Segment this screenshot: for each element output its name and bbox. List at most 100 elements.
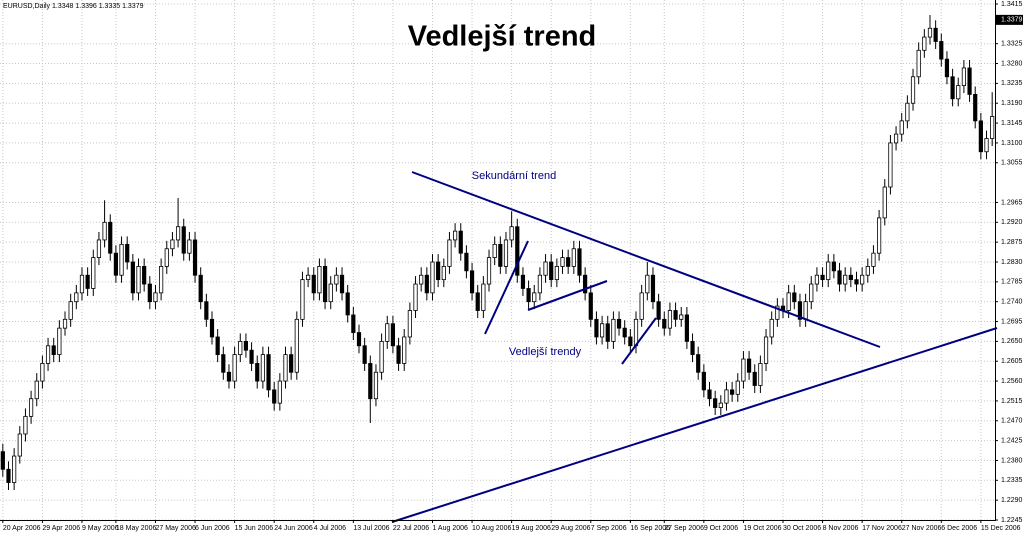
- candle-body: [797, 301, 803, 320]
- candle-body: [978, 120, 983, 153]
- candle-body: [362, 345, 367, 364]
- candle-body: [560, 257, 565, 267]
- candle-body: [854, 279, 859, 285]
- candle-body: [142, 266, 147, 285]
- y-tick-label: 1.3280: [1001, 60, 1023, 67]
- candle-body: [622, 327, 627, 338]
- candle-body: [792, 292, 797, 303]
- candle-body: [860, 274, 865, 285]
- y-tick-label: 1.3055: [1001, 160, 1023, 167]
- candle-body: [905, 102, 910, 122]
- candle-body: [458, 230, 463, 254]
- candle-body: [23, 415, 28, 435]
- candle-body: [85, 274, 90, 289]
- candle-body: [0, 451, 5, 470]
- candle-body: [667, 310, 673, 329]
- minor-trend-line: [621, 317, 657, 365]
- y-tick-label: 1.2920: [1001, 219, 1023, 226]
- x-tick-label: 10 Aug 2006: [472, 525, 511, 532]
- x-tick-label: 6 Jun 2006: [195, 525, 230, 532]
- candle-body: [944, 58, 950, 78]
- candle-body: [509, 226, 514, 241]
- candle-body: [927, 27, 933, 38]
- candle-body: [588, 292, 593, 320]
- candle-body: [735, 380, 740, 395]
- candle-body: [272, 389, 277, 404]
- candle-body: [684, 314, 689, 342]
- x-tick-label: 9 May 2006: [82, 525, 119, 532]
- candle-body: [204, 301, 209, 320]
- candle-body: [526, 288, 531, 303]
- x-tick-label: 27 May 2006: [155, 525, 196, 532]
- candle-body: [164, 248, 169, 267]
- x-tick-label: 30 Oct 2006: [783, 525, 821, 532]
- candle-body: [916, 49, 921, 78]
- candle-body: [300, 279, 305, 320]
- candle-body: [967, 67, 972, 95]
- y-tick-label: 1.3190: [1001, 100, 1023, 107]
- candle-body: [51, 345, 56, 356]
- candle-body: [419, 274, 424, 285]
- candle-body: [577, 248, 582, 276]
- candle-body: [475, 292, 480, 311]
- y-tick-label: 1.2515: [1001, 398, 1023, 405]
- candle-body: [888, 142, 893, 188]
- candle-body: [464, 252, 469, 272]
- candle-body: [413, 283, 418, 311]
- candle-body: [769, 318, 774, 338]
- candle-body: [62, 318, 68, 329]
- candle-body: [147, 283, 152, 303]
- candle-body: [430, 261, 435, 294]
- candle-body: [277, 380, 282, 404]
- candle-body: [752, 371, 757, 386]
- candle-body: [814, 274, 820, 285]
- candle-body: [650, 274, 656, 303]
- candle-body: [973, 94, 978, 122]
- candle-body: [837, 270, 842, 285]
- candle-body: [175, 226, 181, 241]
- candle-body: [922, 36, 927, 51]
- candle-body: [537, 274, 542, 294]
- candle-body: [820, 274, 825, 281]
- candle-body: [181, 226, 186, 254]
- candle-body: [192, 239, 198, 276]
- candle-body: [328, 283, 333, 303]
- x-tick-label: 16 Sep 2006: [630, 525, 670, 532]
- candle-body: [113, 252, 118, 276]
- candle-body: [334, 274, 339, 285]
- candle-body: [79, 274, 85, 294]
- candle-body: [713, 398, 718, 408]
- candle-body: [322, 266, 328, 303]
- x-tick-label: 27 Nov 2006: [902, 525, 942, 532]
- y-tick-label: 1.2695: [1001, 318, 1023, 325]
- candle-body: [763, 336, 769, 364]
- candle-body: [294, 318, 299, 373]
- y-tick-label: 1.2650: [1001, 338, 1023, 345]
- candle-body: [232, 354, 237, 382]
- candle-body: [775, 305, 780, 320]
- x-tick-label: 6 Dec 2006: [941, 525, 977, 532]
- x-tick-label: 13 Jul 2006: [353, 525, 389, 532]
- y-tick-label: 1.2290: [1001, 497, 1023, 504]
- y-tick-label: 1.2470: [1001, 418, 1023, 425]
- candle-body: [385, 323, 390, 342]
- candle-body: [198, 274, 203, 303]
- candle-body: [266, 354, 271, 391]
- candle-body: [616, 318, 622, 329]
- candle-body: [289, 354, 294, 373]
- y-tick-label: 1.2425: [1001, 437, 1023, 444]
- x-tick-label: 7 Sep 2006: [591, 525, 627, 532]
- candle-body: [549, 261, 554, 281]
- candle-body: [984, 138, 989, 153]
- candle-body: [803, 301, 808, 320]
- candle-body: [933, 27, 938, 42]
- candle-body: [373, 371, 379, 400]
- y-tick-label: 1.2335: [1001, 477, 1023, 484]
- y-tick-label: 1.3415: [1001, 1, 1023, 8]
- candle-body: [215, 336, 220, 356]
- y-tick-label: 1.2785: [1001, 279, 1023, 286]
- candle-body: [368, 363, 373, 400]
- candle-body: [436, 261, 441, 281]
